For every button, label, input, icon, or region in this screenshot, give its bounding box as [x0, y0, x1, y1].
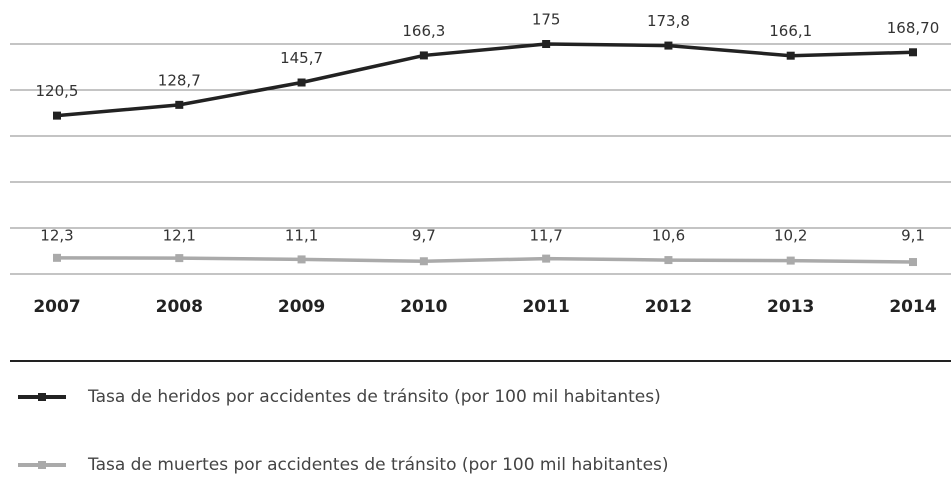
data-label: 175	[532, 11, 561, 29]
data-label: 120,5	[36, 82, 79, 100]
data-label: 166,1	[769, 22, 812, 40]
marker	[909, 48, 917, 57]
marker	[175, 100, 184, 109]
marker	[297, 255, 306, 264]
x-tick-label: 2014	[889, 297, 936, 317]
data-label: 12,3	[40, 227, 73, 245]
series-line	[56, 256, 914, 264]
x-tick-label: 2010	[400, 297, 447, 317]
marker	[419, 257, 428, 266]
data-label: 9,7	[412, 227, 436, 245]
marker	[53, 253, 61, 262]
marker	[175, 254, 184, 263]
data-label: 12,1	[163, 227, 196, 245]
marker	[664, 41, 673, 50]
x-tick-label: 2011	[522, 297, 569, 317]
data-label: 9,1	[901, 227, 925, 245]
marker	[786, 51, 795, 60]
legend-label: Tasa de heridos por accidentes de tránsi…	[87, 387, 661, 407]
marker	[542, 254, 551, 263]
marker	[786, 256, 795, 265]
data-label: 10,2	[774, 227, 807, 245]
legend-label: Tasa de muertes por accidentes de tránsi…	[87, 455, 669, 475]
x-tick-label: 2013	[767, 297, 814, 317]
data-label: 11,7	[529, 227, 562, 245]
marker	[664, 256, 673, 265]
data-label: 145,7	[280, 49, 323, 67]
legend-marker	[38, 393, 46, 401]
marker	[419, 51, 428, 60]
data-label: 128,7	[158, 71, 201, 89]
marker	[297, 78, 306, 87]
legend-marker	[38, 461, 46, 469]
marker	[542, 40, 551, 48]
data-label: 11,1	[285, 227, 318, 245]
series-line	[56, 42, 914, 118]
marker	[909, 258, 917, 267]
x-tick-label: 2012	[645, 297, 692, 317]
x-tick-label: 2007	[33, 297, 80, 317]
x-tick-label: 2009	[278, 297, 325, 317]
data-label: 173,8	[647, 12, 690, 30]
x-tick-label: 2008	[156, 297, 203, 317]
data-label: 168,70	[887, 19, 940, 37]
marker	[53, 111, 61, 120]
data-label: 10,6	[652, 227, 685, 245]
data-label: 166,3	[402, 22, 445, 40]
